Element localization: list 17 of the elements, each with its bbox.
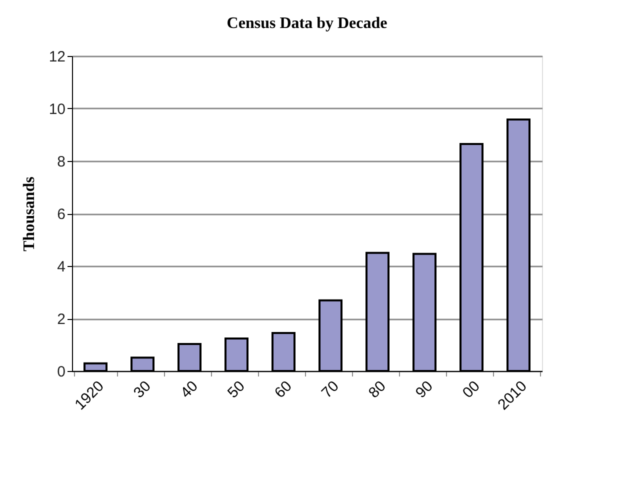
y-tick-label: 2: [57, 311, 66, 328]
x-tick-label: 40: [177, 378, 202, 402]
x-tick-label: 60: [271, 378, 296, 402]
y-axis-title: Thousands: [20, 176, 38, 252]
chart-title: Census Data by Decade: [226, 15, 388, 32]
x-tick-label: 30: [130, 378, 154, 402]
y-tick-label: 8: [57, 154, 66, 170]
y-tick-label: 12: [48, 48, 66, 66]
y-tick-label: 0: [57, 364, 66, 380]
x-tick-label: 00: [459, 378, 484, 402]
y-tick-label: 6: [57, 206, 66, 223]
x-tick-label: 80: [365, 378, 390, 402]
x-tick-label: 70: [318, 378, 342, 402]
y-tick-label: 10: [48, 101, 66, 118]
x-tick-label: 90: [412, 378, 436, 402]
y-tick-label: 4: [57, 258, 66, 276]
x-tick-label: 50: [224, 378, 248, 402]
